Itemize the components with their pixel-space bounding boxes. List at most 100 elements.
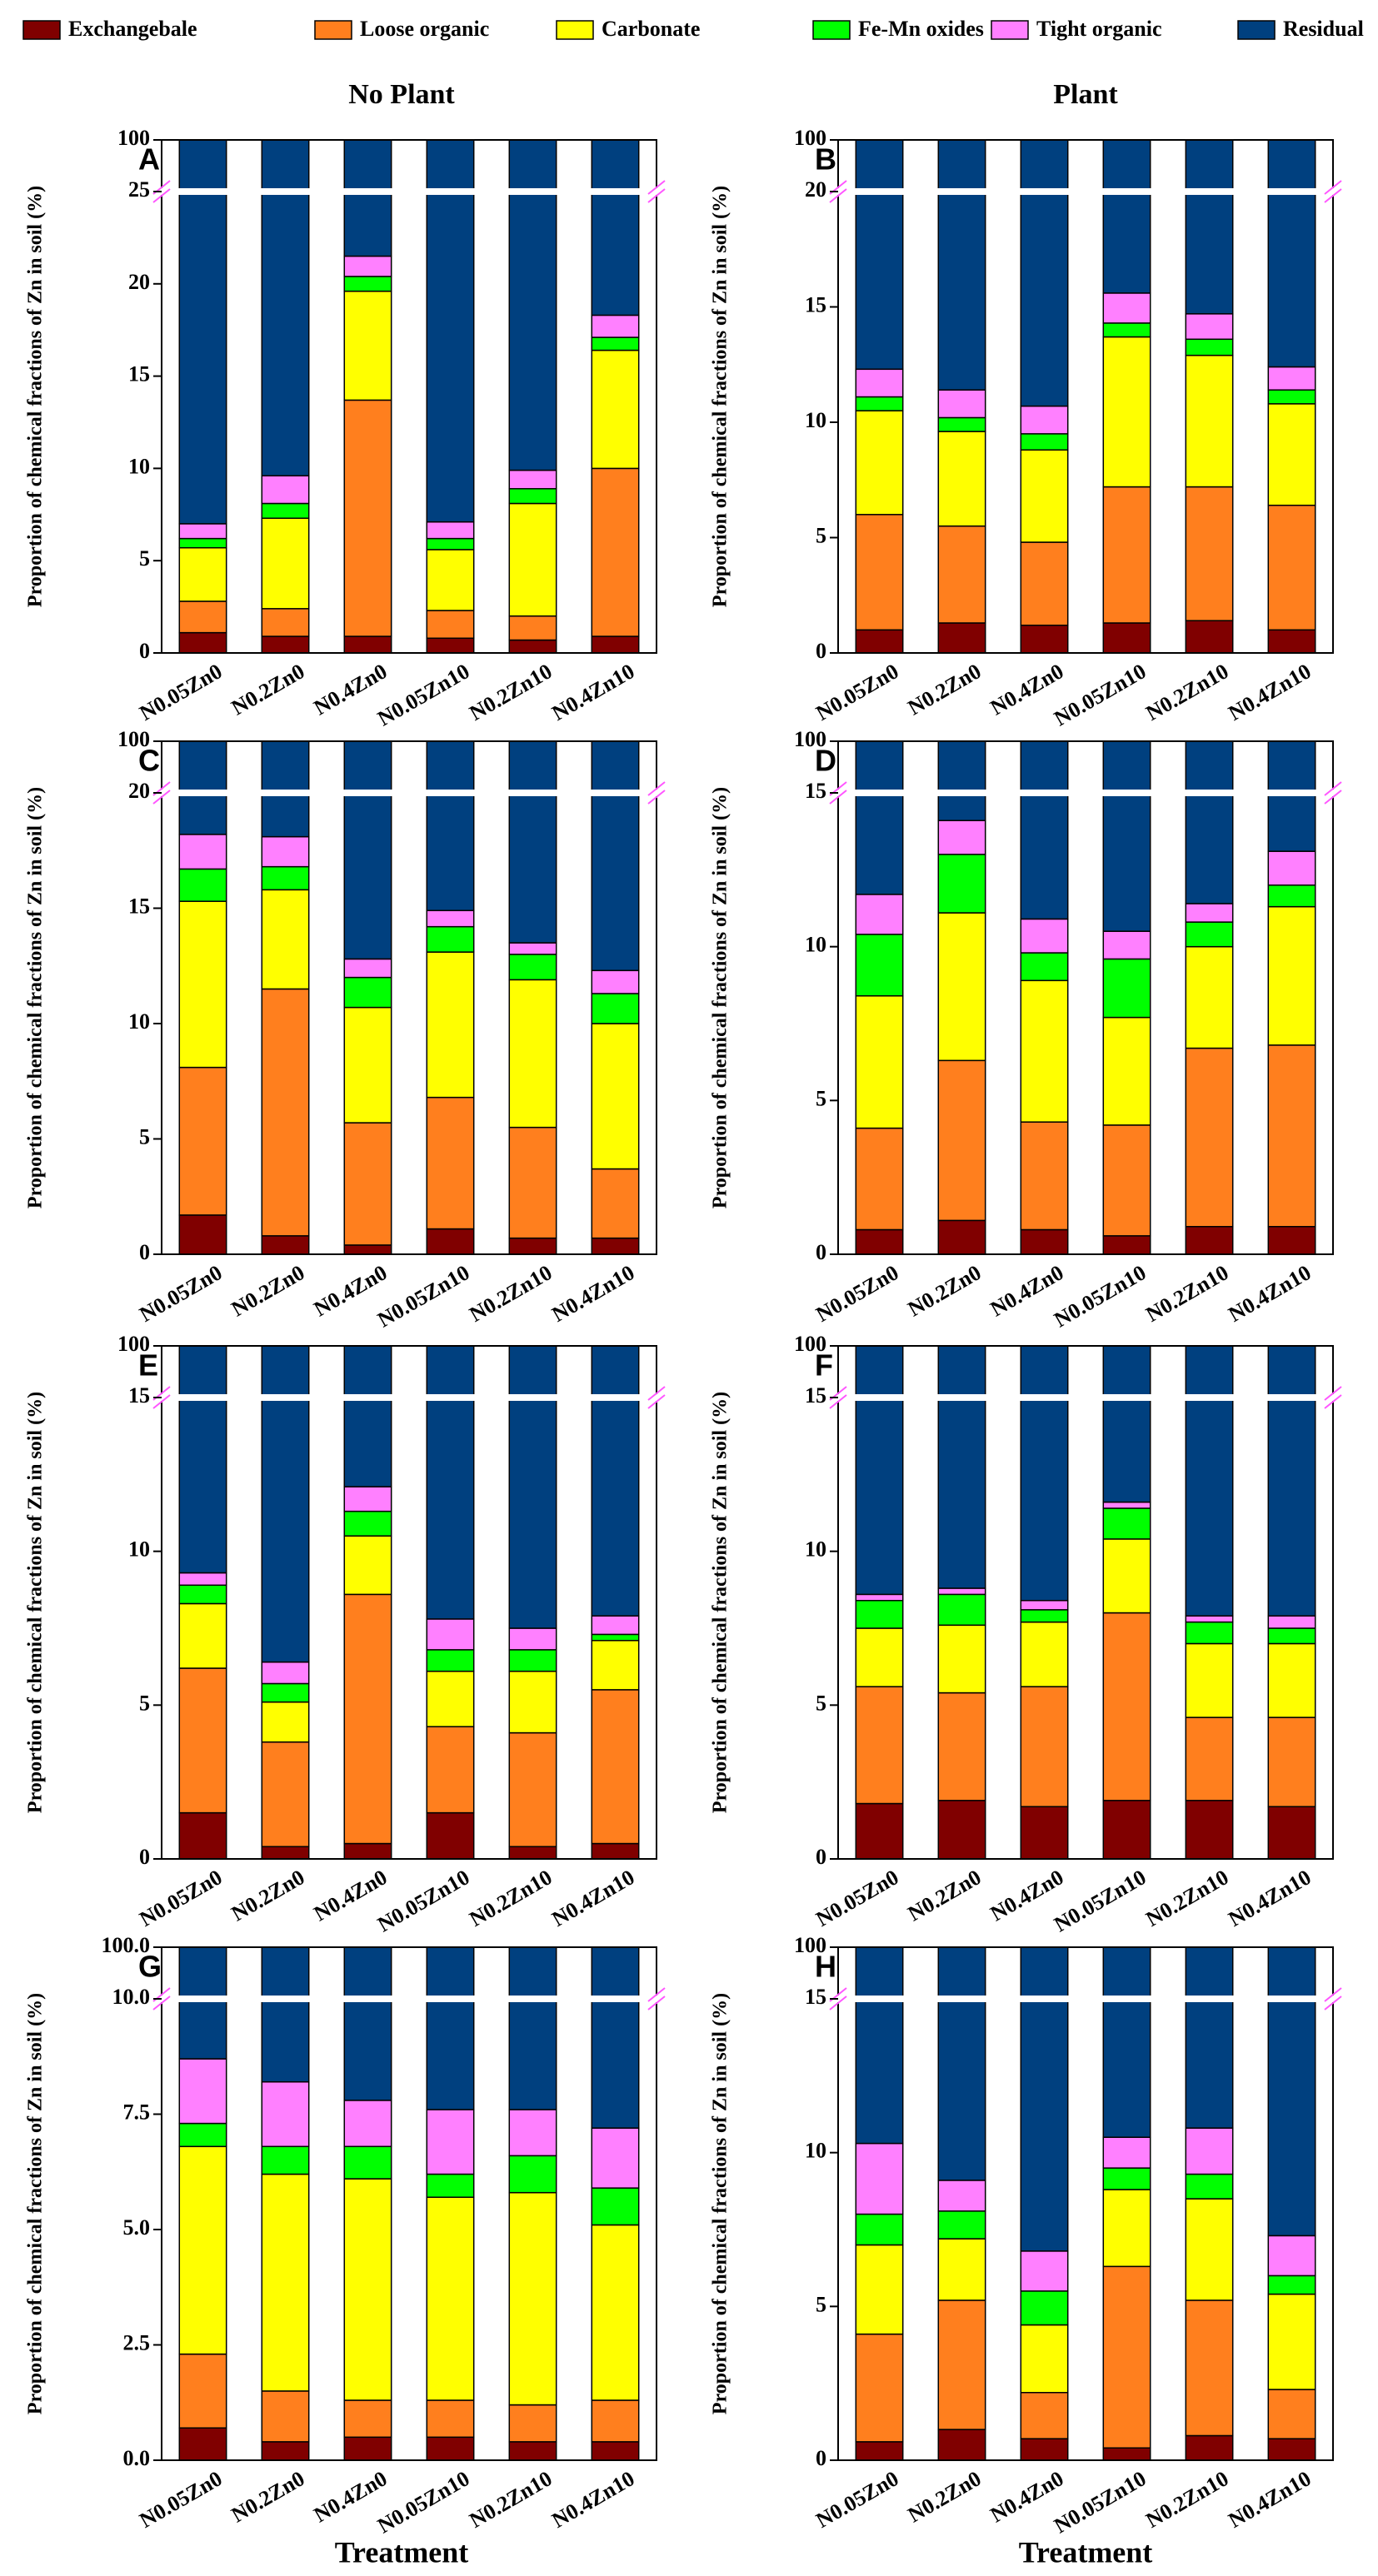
bar-segment	[508, 2109, 557, 2157]
bar-segment	[937, 1587, 986, 1596]
bar-segment	[1020, 405, 1069, 435]
y-tick-label: 100	[794, 1332, 826, 1356]
bar-segment	[426, 740, 475, 912]
bar-segment	[426, 2196, 475, 2401]
bar-segment	[178, 1667, 227, 1814]
bar-segment	[1020, 1806, 1069, 1860]
bar-segment	[261, 1235, 310, 1255]
x-tick-label: N0.05Zn10	[373, 659, 473, 730]
bar-segment	[343, 1486, 392, 1512]
panel-label: B	[815, 142, 836, 177]
bar-segment	[508, 502, 557, 617]
plot-frame	[837, 740, 1334, 1255]
x-tick-label: N0.4Zn10	[1225, 659, 1316, 725]
panel: Proportion of chemical fractions of Zn i…	[710, 1332, 1342, 1936]
bar-segment	[426, 637, 475, 654]
x-tick-label: N0.05Zn0	[812, 659, 903, 725]
bar-segment	[937, 820, 986, 855]
panel-label: A	[138, 142, 160, 177]
plot-frame	[161, 1946, 657, 2461]
y-axis-title: Proportion of chemical fractions of Zn i…	[710, 787, 731, 1208]
bar-segment	[178, 1811, 227, 1860]
y-tick-label: 5	[816, 523, 826, 547]
x-tick-label: N0.2Zn10	[1142, 659, 1233, 725]
bar-segment	[937, 2210, 986, 2240]
x-tick-label: N0.4Zn10	[548, 1260, 639, 1327]
bar-segment	[937, 854, 986, 914]
x-tick-label: N0.4Zn10	[548, 1865, 639, 1931]
bar-segment	[1185, 903, 1234, 923]
x-tick-label: N0.2Zn0	[904, 1260, 986, 1321]
axis-break-mark	[1324, 781, 1342, 796]
axis-break-gap	[158, 790, 660, 796]
x-axis-title: Treatment	[335, 2535, 469, 2569]
bar-segment	[508, 488, 557, 505]
bar-segment	[508, 1126, 557, 1239]
y-tick-label: 5	[816, 2292, 826, 2316]
bar-segment	[1185, 2173, 1234, 2200]
axis-break-mark	[1324, 180, 1342, 195]
bar-segment	[178, 2122, 227, 2148]
bar-segment	[1020, 1946, 1069, 2252]
bar-segment	[855, 410, 904, 516]
bar-segment	[937, 416, 986, 432]
y-tick-label: 10	[805, 408, 826, 432]
y-tick-label: 0.0	[123, 2446, 151, 2470]
x-tick-label: N0.2Zn10	[1142, 1865, 1233, 1931]
bar-segment	[1102, 740, 1151, 932]
bar-segment	[1185, 945, 1234, 1049]
bar-segment	[1185, 354, 1234, 488]
bar-segment	[261, 1345, 310, 1663]
bar-segment	[178, 139, 227, 525]
bar-segment	[937, 389, 986, 419]
bar-segment	[1185, 139, 1234, 315]
bar-segment	[1020, 2250, 1069, 2292]
bar-segment	[1102, 2447, 1151, 2461]
bar-segment	[1102, 1507, 1151, 1540]
bar-segment	[1267, 1946, 1316, 2237]
bar-segment	[1102, 1612, 1151, 1801]
bar-segment	[1102, 2167, 1151, 2190]
bar-segment	[1185, 921, 1234, 948]
bar-segment	[261, 1741, 310, 1847]
x-tick-label: N0.05Zn10	[1050, 659, 1150, 730]
bar-segment	[937, 1946, 986, 2181]
x-tick-label: N0.4Zn10	[1225, 1865, 1316, 1931]
bar-segment	[261, 139, 310, 477]
y-tick-label: 0	[816, 639, 826, 663]
bar-segment	[1020, 2290, 1069, 2326]
legend-label: Fe-Mn oxides	[858, 17, 984, 41]
bar-segment	[178, 1214, 227, 1255]
y-tick-label: 0	[139, 1240, 150, 1264]
bar-segment	[261, 475, 310, 505]
bar-segment	[261, 2390, 310, 2443]
legend-label: Carbonate	[602, 17, 700, 41]
y-tick-label: 5.0	[123, 2215, 151, 2240]
bar-segment	[1102, 1501, 1151, 1509]
bar-segment	[1185, 1800, 1234, 1860]
x-tick-label: N0.05Zn10	[1050, 1260, 1150, 1332]
y-axis-title: Proportion of chemical fractions of Zn i…	[710, 186, 731, 607]
legend-swatch	[556, 20, 594, 40]
axis-break-mark	[829, 1394, 847, 1409]
bar-segment	[1267, 1345, 1316, 1617]
bar-segment	[591, 2399, 640, 2443]
bar-segment	[1185, 1345, 1234, 1617]
bar-segment	[343, 1593, 392, 1845]
bar-segment	[426, 2173, 475, 2198]
bar-segment	[1102, 1538, 1151, 1614]
y-tick-label: 15	[128, 362, 150, 386]
bar-segment	[178, 2353, 227, 2429]
bar-segment	[1185, 1621, 1234, 1645]
y-tick-label: 100	[117, 1332, 150, 1356]
bar-segment	[591, 969, 640, 994]
bar-segment	[261, 2080, 310, 2148]
bar-segment	[508, 615, 557, 641]
bar-segment	[426, 909, 475, 928]
bar-segment	[261, 865, 310, 891]
bar-segment	[855, 740, 904, 895]
bar-segment	[178, 868, 227, 902]
bar-segment	[178, 1572, 227, 1587]
bar-segment	[178, 1584, 227, 1605]
bar-segment	[261, 2441, 310, 2461]
